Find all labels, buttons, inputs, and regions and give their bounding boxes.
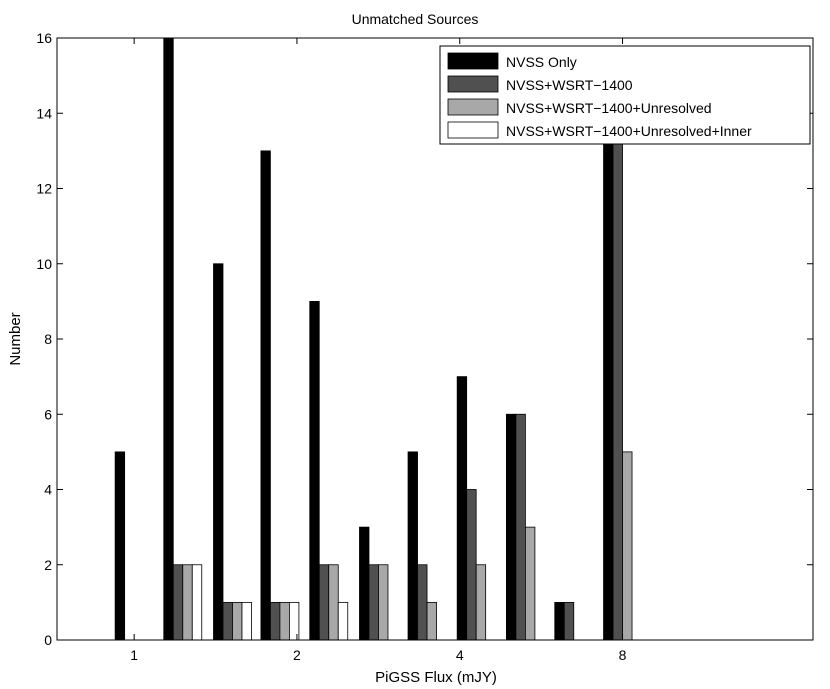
bar-1-8: [456, 376, 468, 641]
bar-2-9: [515, 413, 526, 641]
bar-3-11: [622, 451, 633, 641]
x-tick-label: 4: [456, 647, 464, 663]
bar-4-4: [289, 601, 300, 641]
y-tick-label: 12: [36, 181, 52, 197]
bar-4-3: [241, 601, 252, 641]
bar-2-7: [417, 564, 428, 641]
x-tick-label: 1: [130, 647, 138, 663]
y-tick-label: 6: [44, 406, 52, 422]
bar-2-6: [368, 564, 379, 641]
legend-swatch-3: [447, 98, 499, 116]
legend-swatch-4: [447, 121, 499, 139]
bar-2-8: [466, 489, 477, 641]
legend-box: [439, 45, 811, 145]
y-tick-label: 16: [36, 30, 52, 46]
chart-title: Unmatched Sources: [352, 11, 479, 27]
legend-label-1: NVSS Only: [506, 54, 577, 70]
x-tick-label: 8: [619, 647, 627, 663]
bar-2-4: [270, 601, 281, 641]
bar-2-3: [222, 601, 233, 641]
legend-label-4: NVSS+WSRT−1400+Unresolved+Inner: [506, 123, 752, 139]
bar-3-9: [525, 526, 536, 641]
bar-1-6: [359, 526, 370, 641]
bar-1-2: [163, 37, 174, 641]
bar-2-10: [563, 601, 575, 641]
bar-1-10: [554, 601, 565, 641]
bar-1-4: [260, 150, 271, 641]
bar-1-1: [114, 451, 126, 641]
bar-3-7: [426, 601, 437, 641]
x-tick-label: 2: [293, 647, 301, 663]
bar-3-8: [475, 564, 487, 641]
legend-swatch-1: [447, 52, 499, 70]
bar-1-7: [407, 451, 418, 641]
bar-3-2: [182, 564, 193, 641]
bar-2-5: [318, 564, 330, 641]
bar-1-5: [309, 300, 320, 641]
x-axis-label: PiGSS Flux (mJY): [375, 669, 497, 686]
y-tick-label: 10: [36, 256, 52, 272]
bar-4-5: [337, 601, 349, 641]
legend-swatch-2: [447, 75, 499, 93]
bar-3-6: [378, 564, 389, 641]
bar-2-11: [612, 112, 623, 641]
bar-1-3: [213, 263, 224, 641]
legend: NVSS Only NVSS+WSRT−1400 NVSS+WSRT−1400+Un…: [439, 45, 811, 145]
bar-3-4: [279, 601, 290, 641]
y-tick-label: 4: [44, 482, 52, 498]
bars-layer: [114, 37, 633, 641]
y-tick-label: 2: [44, 557, 52, 573]
bar-3-3: [232, 601, 243, 641]
bar-3-5: [328, 564, 339, 641]
legend-label-3: NVSS+WSRT−1400+Unresolved: [506, 100, 712, 116]
bar-2-2: [172, 564, 184, 641]
y-tick-label: 0: [44, 632, 52, 648]
legend-label-2: NVSS+WSRT−1400: [506, 77, 633, 93]
bar-4-2: [191, 564, 203, 641]
y-tick-label: 14: [36, 105, 52, 121]
bar-1-11: [603, 112, 614, 641]
bar-1-9: [505, 413, 517, 641]
y-axis-label: Number: [7, 312, 24, 365]
y-tick-label: 8: [44, 331, 52, 347]
